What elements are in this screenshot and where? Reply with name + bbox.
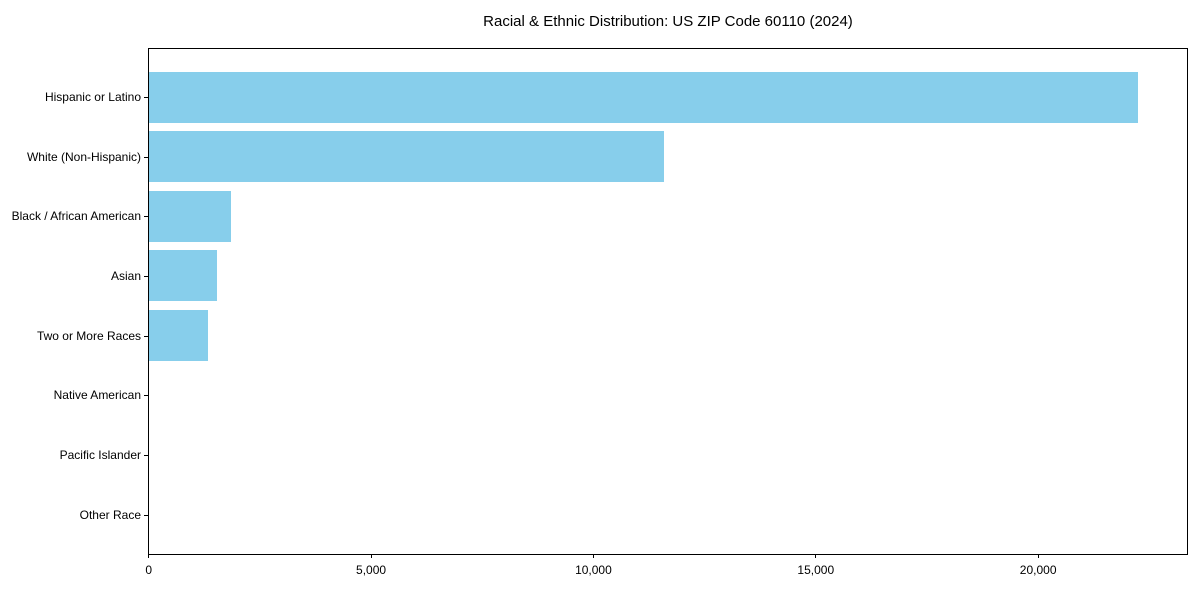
x-axis-tick-label: 0 xyxy=(145,563,153,577)
y-tick-mark xyxy=(144,395,149,397)
y-axis-label-two-or-more-races: Two or More Races xyxy=(36,328,141,343)
x-tick-mark xyxy=(370,554,372,558)
bar-asian xyxy=(149,250,218,302)
chart-title: Racial & Ethnic Distribution: US ZIP Cod… xyxy=(483,13,853,30)
bar-white-non-hispanic xyxy=(149,131,665,183)
x-tick-mark xyxy=(592,554,594,558)
x-axis-tick-label: 15,000 xyxy=(797,563,835,577)
x-tick-mark xyxy=(148,554,150,558)
y-tick-mark xyxy=(144,454,149,456)
y-axis-label-hispanic-or-latino: Hispanic or Latino xyxy=(44,90,141,104)
bar-hispanic-or-latino xyxy=(149,71,1138,123)
x-tick-mark xyxy=(815,554,817,558)
y-tick-mark xyxy=(144,514,149,516)
x-axis-tick-label: 20,000 xyxy=(1019,563,1057,577)
x-axis-tick-label: 10,000 xyxy=(575,563,612,577)
y-axis-label-other-race: Other Race xyxy=(79,507,141,522)
y-axis-label-native-american: Native American xyxy=(53,388,141,403)
y-axis-label-asian: Asian xyxy=(110,268,141,283)
y-tick-mark xyxy=(144,275,149,277)
bar-two-or-more-races xyxy=(149,310,209,362)
y-tick-mark xyxy=(144,335,149,337)
y-axis-label-pacific-islander: Pacific Islander xyxy=(59,447,141,462)
x-axis-tick-label: 5,000 xyxy=(356,563,387,577)
y-tick-mark xyxy=(144,216,149,218)
y-axis-label-white-non-hispanic: White (Non-Hispanic) xyxy=(26,149,141,164)
x-tick-mark xyxy=(1037,554,1039,558)
y-tick-mark xyxy=(144,97,149,98)
bar-black-african-american xyxy=(149,190,232,242)
plot-area xyxy=(148,48,1188,555)
y-axis-label-black-african-american: Black / African American xyxy=(11,209,141,224)
y-tick-mark xyxy=(144,156,149,158)
